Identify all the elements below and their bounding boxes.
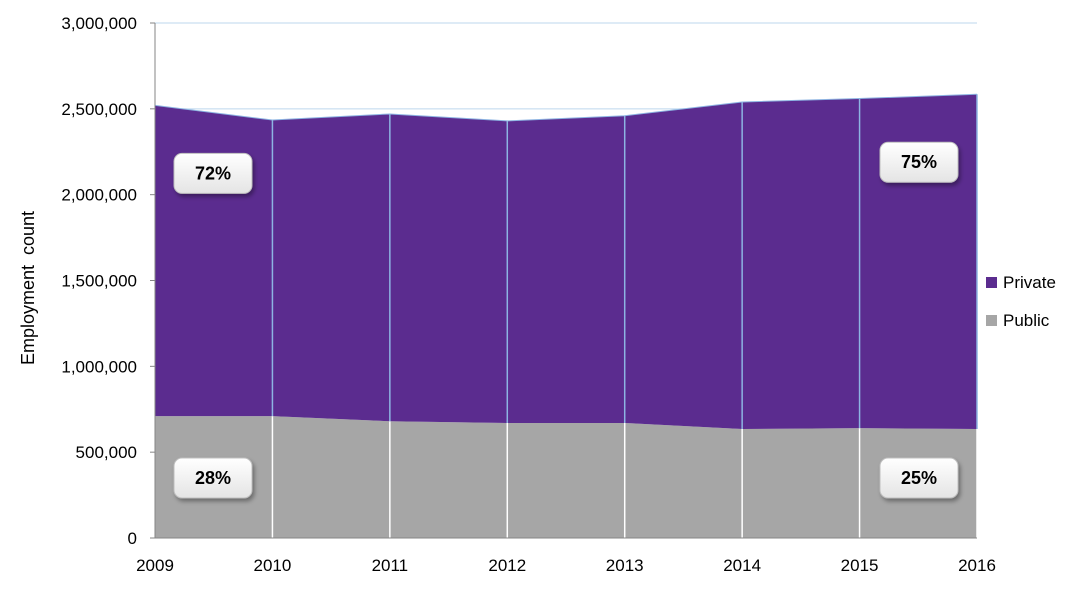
y-tick-label: 2,000,000 [61, 186, 137, 205]
y-tick-label: 1,500,000 [61, 272, 137, 291]
legend-label-private: Private [1003, 273, 1056, 292]
callout-public-2009: 28% [173, 457, 253, 499]
area-private [155, 94, 977, 429]
callout-label: 75% [901, 152, 937, 172]
y-tick-label: 3,000,000 [61, 14, 137, 33]
x-tick-label: 2014 [723, 556, 761, 575]
callout-box [879, 141, 959, 183]
x-tick-label: 2009 [136, 556, 174, 575]
legend-label-public: Public [1003, 311, 1050, 330]
x-tick-label: 2013 [606, 556, 644, 575]
y-axis-title: Employment count [18, 211, 38, 365]
callout-box [879, 457, 959, 499]
x-tick-label: 2016 [958, 556, 996, 575]
y-tick-label: 0 [128, 529, 137, 548]
y-tick-label: 1,000,000 [61, 357, 137, 376]
percentage-callouts: 72% 75% 28% 25% [173, 141, 959, 499]
legend-swatch-public [986, 315, 997, 326]
private-top-outline [154, 93, 978, 122]
legend: Private Public [986, 273, 1056, 330]
callout-private-2009: 72% [173, 152, 253, 194]
area-public [155, 416, 977, 538]
callout-label: 25% [901, 468, 937, 488]
callout-public-2016: 25% [879, 457, 959, 499]
x-tick-label: 2010 [254, 556, 292, 575]
y-tick-label: 500,000 [76, 443, 137, 462]
axes: 0 500,000 1,000,000 1,500,000 2,000,000 2,500… [61, 14, 996, 575]
year-dividers [154, 93, 978, 538]
callout-label: 72% [195, 163, 231, 183]
area-series-layer [155, 94, 977, 538]
legend-swatch-private [986, 277, 997, 288]
x-tick-label: 2011 [372, 556, 409, 575]
x-tick-label: 2015 [841, 556, 879, 575]
x-tick-label: 2012 [488, 556, 526, 575]
callout-label: 28% [195, 468, 231, 488]
y-tick-label: 2,500,000 [61, 100, 137, 119]
callout-box [173, 152, 253, 194]
callout-private-2016: 75% [879, 141, 959, 183]
callout-box [173, 457, 253, 499]
